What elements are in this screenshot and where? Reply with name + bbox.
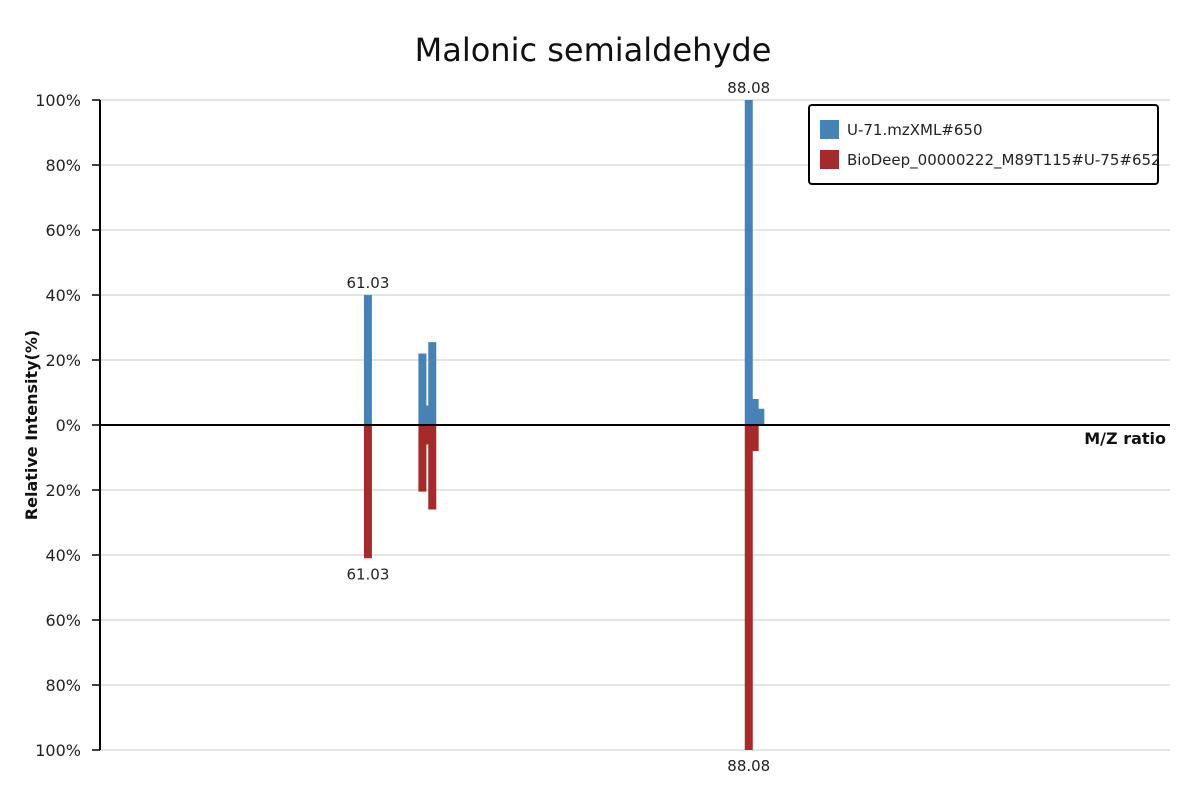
peak-bar-series-1: [744, 100, 753, 425]
y-tick-label: 100%: [35, 741, 81, 760]
y-tick-label: 40%: [45, 286, 81, 305]
y-tick-label: 60%: [45, 221, 81, 240]
y-tick-label: 40%: [45, 546, 81, 565]
y-tick-label: 60%: [45, 611, 81, 630]
legend-label-series-1: U-71.mzXML#650: [847, 121, 983, 139]
legend-label-series-2: BioDeep_00000222_M89T115#U-75#652: [847, 151, 1161, 170]
x-axis-title: M/Z ratio: [1084, 429, 1166, 448]
peak-bar-series-2: [428, 425, 437, 510]
legend-swatch-series-1: [820, 120, 839, 139]
y-tick-label: 0%: [56, 416, 81, 435]
peak-bar-series-1: [428, 342, 437, 425]
peak-bar-series-1: [750, 399, 759, 425]
axis-layer: 100% 80% 60% 40% 20% 0% 20% 40% 60% 80% 100%: [35, 91, 1170, 760]
chart-title: Malonic semialdehyde: [415, 31, 772, 69]
peak-label-series-1: 88.08: [727, 79, 770, 97]
grid-layer: [100, 99, 1170, 751]
peak-bar-series-2: [418, 425, 427, 492]
peak-bar-series-1: [422, 405, 431, 425]
peak-label-series-2: 88.08: [727, 757, 770, 775]
peak-bar-series-1: [418, 353, 427, 425]
peak-bar-series-1: [363, 295, 372, 425]
peak-bar-series-2: [744, 425, 753, 750]
peak-label-series-1: 61.03: [346, 274, 389, 292]
peak-label-series-2: 61.03: [346, 565, 389, 583]
legend-box: [808, 104, 1159, 185]
peak-bar-series-2: [422, 425, 431, 445]
peak-bar-series-2: [363, 425, 372, 559]
y-tick-label: 20%: [45, 481, 81, 500]
legend-swatch-series-2: [820, 150, 839, 169]
peak-bar-series-2: [750, 425, 759, 451]
bars-layer: [363, 100, 765, 750]
peak-bar-series-1: [756, 408, 765, 425]
peak-labels-layer: 61.03 88.08 61.03 88.08: [346, 79, 770, 775]
y-tick-label: 100%: [35, 91, 81, 110]
y-tick-label: 80%: [45, 156, 81, 175]
y-tick-label: 20%: [45, 351, 81, 370]
legend: U-71.mzXML#650 BioDeep_00000222_M89T115#…: [808, 104, 1161, 185]
y-tick-label: 80%: [45, 676, 81, 695]
y-axis-title: Relative Intensity(%): [22, 330, 41, 520]
